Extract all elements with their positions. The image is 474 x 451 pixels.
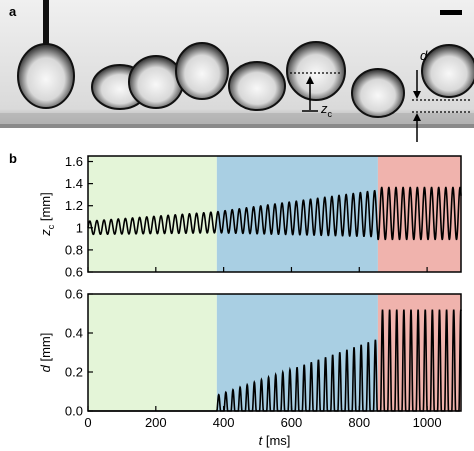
- zc-annotation-label: zc: [320, 101, 333, 119]
- droplet-6: [286, 41, 346, 101]
- y-tick-label: 1.4: [65, 176, 83, 191]
- y-axis-title: d [mm]: [38, 333, 53, 373]
- droplet-8: [421, 44, 474, 98]
- needle: [43, 0, 49, 44]
- y-tick-label: 0.6: [65, 287, 83, 302]
- x-tick-label: 400: [213, 415, 235, 430]
- series-line: [87, 186, 462, 241]
- d-chart: 0.0 0.2 0.4 0.6 0 200 400 600 800 1000 d [mm] t [ms…: [38, 287, 462, 448]
- y-tick-label: 0.4: [65, 326, 83, 341]
- region-1: [88, 294, 217, 411]
- panel-b-label: b: [9, 151, 17, 166]
- y-tick-label: 0.0: [65, 404, 83, 419]
- x-tick-label: 0: [84, 415, 91, 430]
- droplet-3: [128, 55, 184, 109]
- droplet-1: [17, 43, 75, 109]
- droplet-4: [175, 42, 229, 100]
- y-tick-label: 0.2: [65, 365, 83, 380]
- scale-bar: [440, 10, 462, 15]
- y-tick-label: 1.2: [65, 198, 83, 213]
- y-tick-label: 0.8: [65, 242, 83, 257]
- x-tick-label: 200: [145, 415, 167, 430]
- plot-frame: [87, 155, 462, 273]
- x-tick-label: 800: [348, 415, 370, 430]
- zc-chart: 0.6 0.8 1 1.2 1.4 1.6 zc [mm]: [38, 154, 462, 280]
- y-tick-label: 1: [76, 220, 83, 235]
- droplet-5: [228, 61, 286, 111]
- d-annotation-label: d: [420, 48, 428, 63]
- x-axis-title: t [ms]: [259, 433, 291, 448]
- plot-frame: [87, 293, 462, 412]
- panel-a-label: a: [9, 4, 17, 19]
- droplet-7: [351, 68, 405, 118]
- y-tick-label: 0.6: [65, 265, 83, 280]
- x-tick-label: 600: [281, 415, 303, 430]
- photo-strip: [0, 0, 474, 142]
- y-axis-title: zc [mm]: [38, 192, 56, 237]
- y-tick-label: 1.6: [65, 154, 83, 169]
- x-tick-label: 1000: [413, 415, 442, 430]
